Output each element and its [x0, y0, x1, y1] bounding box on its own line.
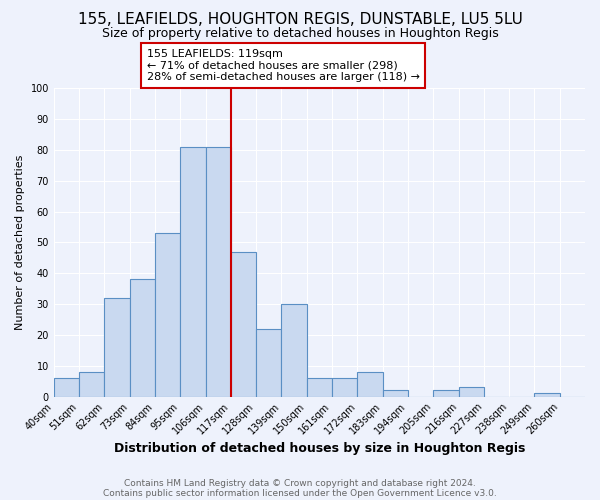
- Bar: [433, 390, 458, 396]
- Y-axis label: Number of detached properties: Number of detached properties: [15, 155, 25, 330]
- Bar: [281, 304, 307, 396]
- Text: 155 LEAFIELDS: 119sqm
← 71% of detached houses are smaller (298)
28% of semi-det: 155 LEAFIELDS: 119sqm ← 71% of detached …: [147, 49, 420, 82]
- Bar: [104, 298, 130, 396]
- Text: Contains HM Land Registry data © Crown copyright and database right 2024.: Contains HM Land Registry data © Crown c…: [124, 478, 476, 488]
- Text: 155, LEAFIELDS, HOUGHTON REGIS, DUNSTABLE, LU5 5LU: 155, LEAFIELDS, HOUGHTON REGIS, DUNSTABL…: [77, 12, 523, 28]
- Bar: [307, 378, 332, 396]
- Bar: [231, 252, 256, 396]
- Text: Contains public sector information licensed under the Open Government Licence v3: Contains public sector information licen…: [103, 488, 497, 498]
- Bar: [180, 147, 206, 396]
- Bar: [458, 388, 484, 396]
- Bar: [130, 280, 155, 396]
- Bar: [54, 378, 79, 396]
- X-axis label: Distribution of detached houses by size in Houghton Regis: Distribution of detached houses by size …: [114, 442, 525, 455]
- Bar: [155, 233, 180, 396]
- Bar: [383, 390, 408, 396]
- Bar: [358, 372, 383, 396]
- Bar: [535, 394, 560, 396]
- Bar: [256, 329, 281, 396]
- Bar: [332, 378, 358, 396]
- Bar: [206, 147, 231, 396]
- Bar: [79, 372, 104, 396]
- Text: Size of property relative to detached houses in Houghton Regis: Size of property relative to detached ho…: [101, 28, 499, 40]
